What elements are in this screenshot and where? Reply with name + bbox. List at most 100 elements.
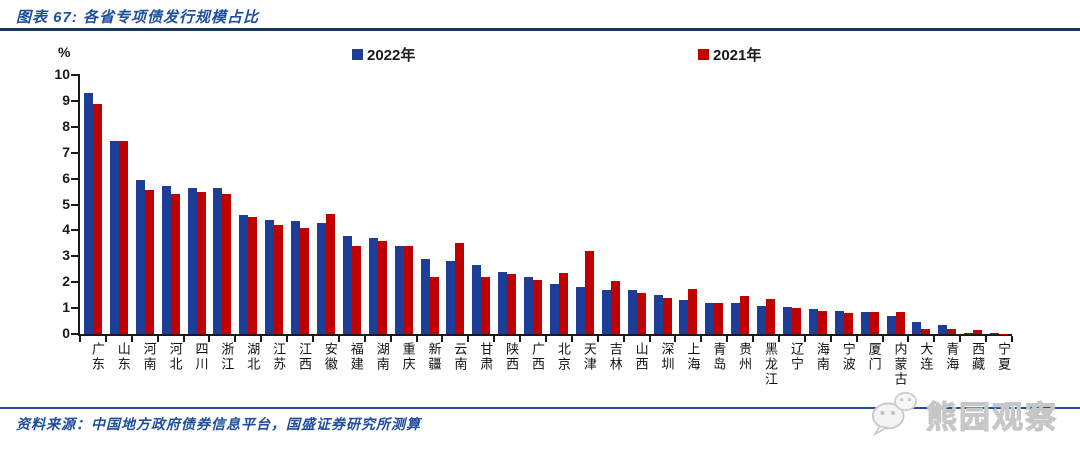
x-tick-label: 深圳: [659, 342, 675, 372]
x-tick-label: 山东: [115, 342, 131, 372]
y-tick-mark: [71, 255, 80, 258]
y-tick-label: 4: [62, 221, 70, 238]
x-tick-label: 青岛: [711, 342, 727, 372]
bar-2022: [679, 300, 689, 334]
y-tick-label: 0: [62, 325, 70, 341]
x-tick-label: 内蒙古: [892, 342, 908, 387]
x-tick-label: 山西: [633, 342, 649, 372]
bar-2021: [403, 245, 413, 334]
x-tick-mark: [985, 336, 988, 342]
y-tick-label: 10: [54, 66, 70, 82]
x-tick-label: 宁波: [840, 342, 856, 372]
x-tick-mark: [130, 336, 133, 342]
bar-group: [391, 75, 417, 334]
bar-2021: [377, 240, 387, 334]
bar-2021: [740, 296, 750, 334]
bar-2022: [342, 235, 352, 334]
bar-group: [158, 75, 184, 334]
bar-2021: [584, 251, 594, 334]
x-tick-mark: [286, 336, 289, 342]
bar-2021: [636, 292, 646, 334]
bar-group: [883, 75, 909, 334]
bar-2022: [291, 221, 301, 334]
bar-group: [468, 75, 494, 334]
bar-group: [960, 75, 986, 334]
plot-area: 0 1 2 3 4 5 6 7 8 9 10: [54, 66, 1013, 342]
y-tick-mark: [71, 203, 80, 206]
x-tick-label: 广西: [530, 342, 546, 372]
x-tick-mark: [829, 336, 832, 342]
x-tick-mark: [441, 336, 444, 342]
header-divider: [0, 28, 1080, 31]
x-tick-mark: [545, 336, 547, 342]
x-tick-mark: [803, 336, 806, 342]
bar-2021: [274, 225, 284, 334]
y-tick-label: 2: [62, 273, 70, 290]
x-tick-mark: [959, 336, 962, 342]
x-tick-mark: [570, 336, 573, 342]
x-tick-mark: [208, 336, 211, 342]
bar-2021: [843, 313, 853, 334]
x-tick-mark: [1011, 336, 1013, 342]
legend-item-2022: 2022年: [352, 44, 415, 65]
bar-2022: [964, 332, 974, 334]
x-tick-mark: [933, 336, 936, 342]
bar-2022: [161, 186, 171, 334]
bar-2021: [662, 297, 672, 334]
x-tick-mark: [415, 336, 418, 342]
bar-2021: [351, 245, 361, 334]
y-tick-label: 9: [62, 91, 70, 108]
bar-group: [106, 75, 132, 334]
legend-item-2021: 2021年: [698, 44, 761, 65]
x-tick-mark: [467, 336, 470, 342]
bar-2021: [869, 312, 879, 334]
watermark-label: 熊园观察: [926, 399, 1058, 435]
bar-2022: [575, 287, 585, 334]
x-tick-mark: [648, 336, 651, 342]
bar-group: [598, 75, 624, 334]
bar-2022: [316, 222, 326, 334]
x-tick-mark: [182, 336, 185, 342]
bar-2021: [222, 194, 232, 334]
x-tick-label: 湖南: [374, 342, 390, 372]
y-tick-mark: [71, 151, 80, 154]
bar-2022: [782, 306, 792, 334]
source-note: 资料来源：中国地方政府债券信息平台，国盛证券研究所测算: [16, 416, 421, 432]
x-tick-label: 重庆: [400, 342, 416, 372]
x-tick-label: 黑龙江: [763, 342, 779, 387]
x-tick-mark: [156, 336, 159, 342]
bar-2022: [109, 141, 119, 334]
x-tick-label: 江苏: [271, 342, 287, 372]
legend-swatch-2021-icon: [698, 49, 709, 60]
bar-group: [313, 75, 339, 334]
x-tick-label: 福建: [348, 342, 364, 372]
bar-2021: [688, 288, 698, 334]
bar-group: [261, 75, 287, 334]
bar-group: [650, 75, 676, 334]
bar-2021: [507, 274, 517, 334]
bar-2022: [990, 333, 1000, 334]
x-tick-label: 四川: [193, 342, 209, 372]
x-tick-label: 云南: [452, 342, 468, 372]
x-tick-label: 西藏: [970, 342, 986, 372]
x-axis-labels: 广东 山东 河南 河北 四川 浙江 湖北 江苏 江西 安徽 福建 湖南 重庆 新疆 云南 甘肃 陕西 广西 北京 天津…: [78, 342, 1011, 387]
x-tick-mark: [855, 336, 858, 342]
legend-label-2022: 2022年: [367, 47, 416, 64]
y-axis-unit-label: %: [58, 44, 71, 60]
bar-2021: [455, 243, 465, 334]
y-tick-mark: [71, 177, 80, 180]
bar-2022: [265, 220, 275, 334]
y-tick-label: 3: [62, 247, 70, 264]
y-tick-mark: [71, 74, 80, 76]
x-tick-label: 厦门: [866, 342, 882, 372]
legend-label-2021: 2021年: [713, 47, 762, 64]
bar-2022: [938, 324, 948, 334]
x-tick-mark: [260, 336, 263, 342]
x-tick-label: 辽宁: [788, 342, 804, 372]
bar-2022: [834, 310, 844, 334]
bar-group: [624, 75, 650, 334]
x-tick-mark: [519, 336, 522, 342]
bar-2022: [498, 271, 508, 334]
bar-2021: [921, 328, 931, 334]
x-tick-label: 贵州: [737, 342, 753, 372]
